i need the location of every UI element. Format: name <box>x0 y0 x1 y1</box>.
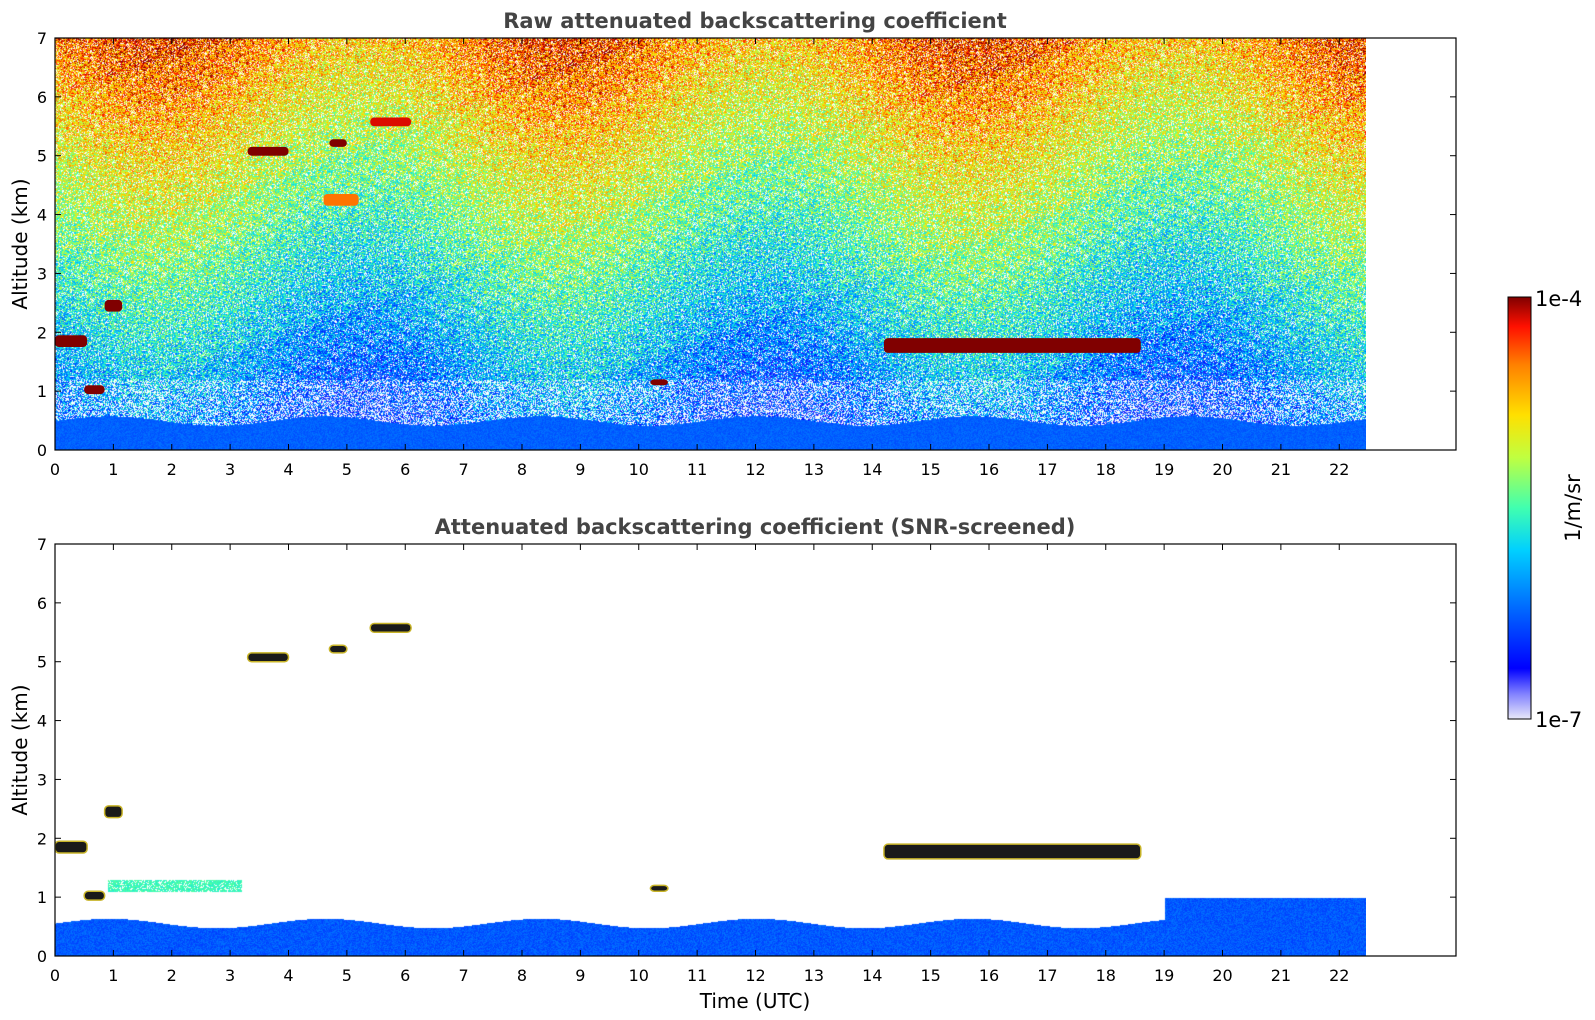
x-tick-label: 21 <box>1271 460 1291 479</box>
x-tick-label: 1 <box>108 966 118 985</box>
panel-title: Raw attenuated backscattering coefficien… <box>503 9 1007 33</box>
axis-ticks: 0 1 2 3 4 5 6 7 8 9 10 11 12 13 14 15 16 17 18 19 20 21 220123… <box>37 535 1456 985</box>
colorbar-max-label: 1e-4 <box>1535 287 1582 311</box>
panel-screened: Attenuated backscattering coefficient (S… <box>8 515 1457 1013</box>
cloud-feature <box>55 335 88 347</box>
cloud-feature <box>370 117 412 127</box>
colorbar-min-label: 1e-7 <box>1535 708 1582 732</box>
x-tick-label: 5 <box>342 460 352 479</box>
colorbar-gradient <box>1507 296 1532 720</box>
y-tick-label: 5 <box>37 653 47 672</box>
cloud-feature <box>883 338 1141 353</box>
x-tick-label: 7 <box>459 460 469 479</box>
colorbar-label: 1/m/sr <box>1561 474 1585 542</box>
y-tick-label: 1 <box>37 382 47 401</box>
y-tick-label: 3 <box>37 264 47 283</box>
x-tick-label: 17 <box>1037 966 1057 985</box>
y-tick-label: 7 <box>37 535 47 554</box>
x-tick-label: 6 <box>400 460 410 479</box>
x-tick-label: 13 <box>804 966 824 985</box>
x-tick-label: 11 <box>687 966 707 985</box>
x-tick-label: 22 <box>1329 966 1349 985</box>
x-tick-label: 9 <box>575 460 585 479</box>
y-tick-label: 2 <box>37 323 47 342</box>
x-tick-label: 2 <box>167 460 177 479</box>
y-axis-label: Altitude (km) <box>8 684 32 815</box>
cloud-feature <box>369 622 412 634</box>
cloud-feature <box>650 379 668 386</box>
x-tick-label: 20 <box>1212 966 1232 985</box>
cloud-features <box>55 622 1142 901</box>
cloud-feature <box>83 890 106 901</box>
y-axis-label: Altitude (km) <box>8 178 32 309</box>
x-tick-label: 1 <box>108 460 118 479</box>
panel-raw: Raw attenuated backscattering coefficien… <box>8 9 1457 479</box>
y-tick-label: 6 <box>37 88 47 107</box>
x-tick-label: 8 <box>517 460 527 479</box>
x-tick-label: 9 <box>575 966 585 985</box>
x-tick-label: 13 <box>804 460 824 479</box>
cloud-feature <box>104 299 123 312</box>
x-tick-label: 19 <box>1154 460 1174 479</box>
x-tick-label: 15 <box>920 460 940 479</box>
x-tick-label: 22 <box>1329 460 1349 479</box>
y-tick-label: 5 <box>37 147 47 166</box>
x-tick-label: 16 <box>979 966 999 985</box>
colorbar: 1e-4 1e-7 1/m/sr <box>1507 287 1585 732</box>
y-tick-label: 0 <box>37 947 47 966</box>
y-tick-label: 1 <box>37 888 47 907</box>
cloud-feature <box>649 884 669 893</box>
cloud-feature <box>55 840 88 854</box>
x-tick-label: 14 <box>862 966 882 985</box>
cloud-feature <box>247 146 289 156</box>
panel-title: Attenuated backscattering coefficient (S… <box>435 515 1076 539</box>
x-tick-label: 7 <box>459 966 469 985</box>
x-tick-label: 0 <box>50 460 60 479</box>
x-axis-label: Time (UTC) <box>699 989 811 1013</box>
x-tick-label: 12 <box>745 966 765 985</box>
y-tick-label: 4 <box>37 206 47 225</box>
cloud-feature <box>246 652 290 663</box>
x-tick-label: 15 <box>920 966 940 985</box>
x-tick-label: 17 <box>1037 460 1057 479</box>
x-tick-label: 12 <box>745 460 765 479</box>
cloud-feature <box>329 139 347 147</box>
heatmap-image <box>55 544 1366 956</box>
cloud-features <box>55 117 1141 395</box>
x-tick-label: 3 <box>225 966 235 985</box>
cloud-feature <box>84 385 105 395</box>
x-tick-label: 19 <box>1154 966 1174 985</box>
x-tick-label: 4 <box>283 460 293 479</box>
y-tick-label: 2 <box>37 829 47 848</box>
cloud-feature <box>103 805 123 819</box>
cloud-feature <box>323 193 359 206</box>
heatmap-image <box>55 38 1366 450</box>
x-tick-label: 5 <box>342 966 352 985</box>
cloud-feature <box>883 843 1142 860</box>
y-tick-label: 0 <box>37 441 47 460</box>
x-tick-label: 10 <box>629 966 649 985</box>
x-tick-label: 14 <box>862 460 882 479</box>
x-tick-label: 18 <box>1096 460 1116 479</box>
y-tick-label: 7 <box>37 29 47 48</box>
x-tick-label: 8 <box>517 966 527 985</box>
x-tick-label: 4 <box>283 966 293 985</box>
x-tick-label: 3 <box>225 460 235 479</box>
x-tick-label: 18 <box>1096 966 1116 985</box>
x-tick-label: 20 <box>1212 460 1232 479</box>
x-tick-label: 11 <box>687 460 707 479</box>
x-tick-label: 16 <box>979 460 999 479</box>
y-tick-label: 6 <box>37 594 47 613</box>
axis-ticks: 0 1 2 3 4 5 6 7 8 9 10 11 12 13 14 15 16 17 18 19 20 21 220123… <box>37 29 1456 479</box>
x-tick-label: 10 <box>629 460 649 479</box>
x-tick-label: 0 <box>50 966 60 985</box>
x-tick-label: 21 <box>1271 966 1291 985</box>
x-tick-label: 6 <box>400 966 410 985</box>
x-tick-label: 2 <box>167 966 177 985</box>
y-tick-label: 3 <box>37 770 47 789</box>
cloud-feature <box>328 644 348 654</box>
y-tick-label: 4 <box>37 712 47 731</box>
